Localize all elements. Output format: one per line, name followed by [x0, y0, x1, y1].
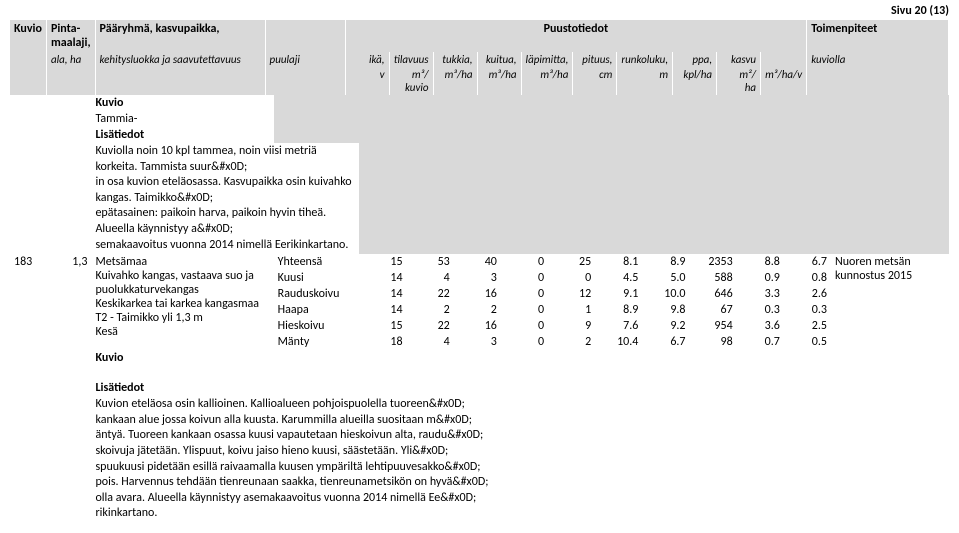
action-183: Nuoren metsän kunnostus 2015: [831, 254, 949, 350]
page-number: Sivu 20 (13): [10, 4, 949, 18]
hdr-u-5: cm: [573, 67, 617, 95]
hdr-puulaji: puulaji: [265, 52, 345, 67]
lisatiedot-2: Lisätiedot: [91, 380, 273, 396]
t5: 8.1: [595, 254, 642, 270]
hdr-toimen: Toimenpiteet: [807, 20, 949, 52]
t8: 8.8: [737, 254, 784, 270]
pinta-183: 1,3: [46, 254, 91, 270]
hdr-sub-8: kasvu: [717, 52, 761, 67]
kuvio-label-1: Kuvio: [91, 95, 273, 111]
total-label: Yhteensä: [274, 254, 360, 270]
para-2: Kuvion eteläosa osin kallioinen. Kallioa…: [91, 396, 949, 523]
hdr-u-4: m³/ha: [521, 67, 573, 95]
hdr-ala: ala, ha: [46, 52, 95, 67]
header-table: Kuvio Pinta-maalaji, Pääryhmä, kasvupaik…: [10, 20, 949, 95]
hdr-pinta: Pinta-maalaji,: [46, 20, 95, 52]
hdr-kehitys: kehitysluokka ja saavutettavuus: [95, 52, 265, 67]
kuvio-183: 183: [10, 254, 46, 270]
t2: 40: [454, 254, 501, 270]
t6: 8.9: [642, 254, 689, 270]
t4: 25: [548, 254, 595, 270]
hdr-kuvio: Kuvio: [10, 20, 46, 52]
hdr-sub-7: ppa,: [673, 52, 717, 67]
hdr-sub-2: tukkia,: [433, 52, 477, 67]
hdr-u-6: m: [617, 67, 673, 95]
hdr-u-8: m²/ha: [717, 67, 761, 95]
t9: 6.7: [784, 254, 831, 270]
hdr-u-7: kpl/ha: [673, 67, 717, 95]
hdr-puusto: Puustotiedot: [345, 20, 807, 52]
hdr-sub-1: tilavuus: [389, 52, 433, 67]
t1: 53: [407, 254, 454, 270]
hdr-u-9: m³/ha/v: [761, 67, 807, 95]
tammia: Tammia-: [91, 111, 273, 127]
lisatiedot-1: Lisätiedot: [91, 127, 273, 143]
para-1: Kuviolla noin 10 kpl tammea, noin viisi …: [91, 143, 359, 254]
hdr-sub-9: [761, 52, 807, 67]
hdr-u-2: m³/ha: [433, 67, 477, 95]
site-desc-183: Metsämaa Kuivahko kangas, vastaava suo j…: [91, 254, 273, 350]
kuvio-label-2: Kuvio: [91, 350, 273, 366]
t7: 2353: [690, 254, 737, 270]
hdr-u-3: m³/ha: [477, 67, 521, 95]
hdr-u-1: m³/kuvio: [389, 67, 433, 95]
t0: 15: [359, 254, 406, 270]
data-table: Kuvio Tammia- Lisätiedot Kuviolla noin 1…: [10, 95, 949, 523]
hdr-sub-4: läpimitta,: [521, 52, 573, 67]
hdr-sub-5: pituus,: [573, 52, 617, 67]
hdr-sub-3: kuitua,: [477, 52, 521, 67]
hdr-sub-0: ikä,: [345, 52, 389, 67]
hdr-spacer: [265, 20, 345, 52]
sp-name: Kuusi: [274, 270, 360, 286]
hdr-paaryhma: Pääryhmä, kasvupaikka,: [95, 20, 265, 52]
hdr-u-0: v: [345, 67, 389, 95]
hdr-sub-6: runkoluku,: [617, 52, 673, 67]
t3: 0: [501, 254, 548, 270]
hdr-kuviolla: kuviolla: [807, 52, 949, 67]
